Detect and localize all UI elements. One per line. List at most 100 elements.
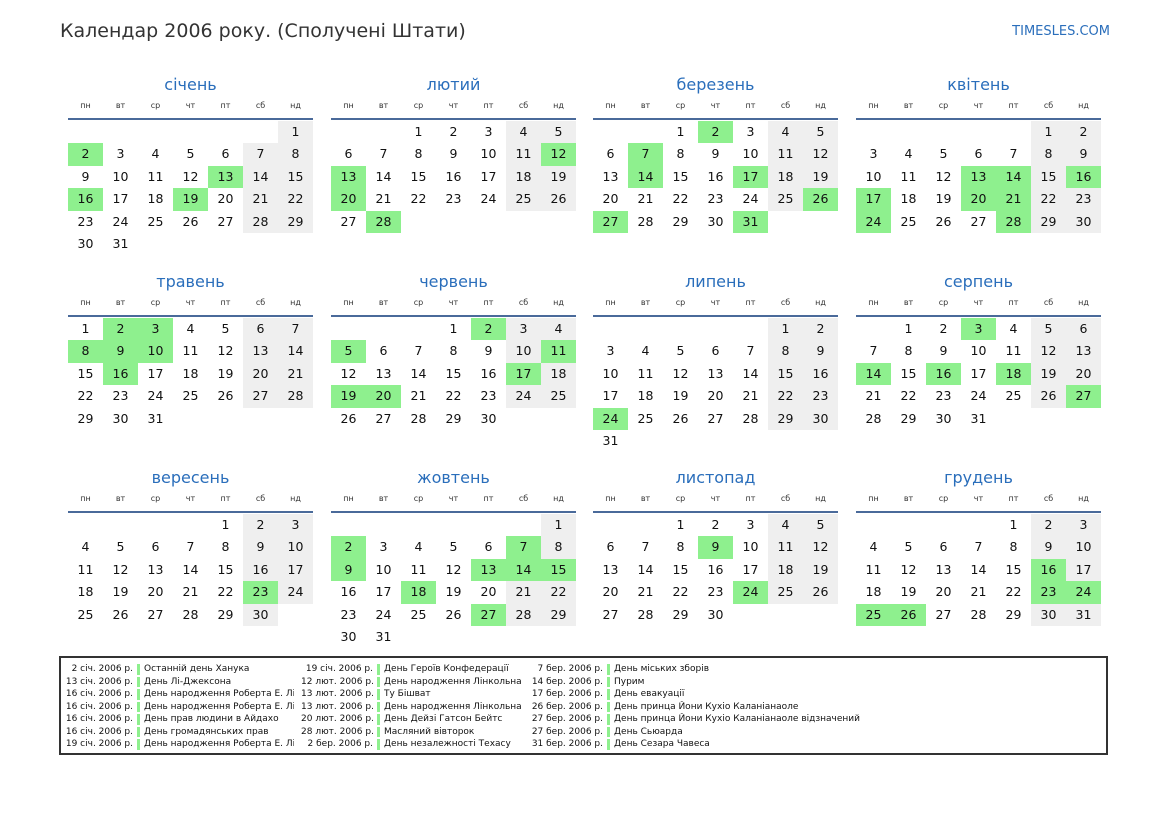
day-cell: 11 <box>768 536 803 559</box>
day-cell: 29 <box>541 603 576 626</box>
day-cell: 13 <box>961 165 996 189</box>
day-cell: 17 <box>602 388 619 404</box>
day-cell: 1 <box>676 124 685 139</box>
legend-row: 19 січ. 2006 р. День Героїв Конфедерації <box>301 663 534 676</box>
weekday-label: пн <box>80 101 91 110</box>
day-cell: 16 <box>445 168 462 184</box>
weekday-label: вт <box>115 101 126 110</box>
day-cell <box>471 211 506 233</box>
day-cell: 21 <box>278 362 313 386</box>
day-cell: 18 <box>637 388 654 404</box>
day-cell: 2 <box>471 318 506 341</box>
day-cell: 17 <box>375 584 392 600</box>
day-cell <box>961 514 996 536</box>
weekday-label: ср <box>675 494 686 503</box>
day-cell <box>278 233 313 255</box>
day-cell: 27 <box>217 213 234 229</box>
weekday-label: нд <box>1078 298 1089 307</box>
day-cell <box>733 430 768 452</box>
day-cell <box>471 626 506 648</box>
day-cell: 20 <box>147 584 164 600</box>
day-cell: 23 <box>340 606 357 622</box>
day-cell <box>733 604 768 626</box>
weekday-label: пт <box>483 101 494 110</box>
weekday-label: пн <box>868 298 879 307</box>
month-name: липень <box>685 272 746 291</box>
day-cell: 25 <box>506 188 541 211</box>
day-cell: 9 <box>243 536 278 559</box>
day-cell: 21 <box>637 191 654 207</box>
day-cell: 26 <box>803 581 838 604</box>
day-cell: 29 <box>900 410 917 426</box>
legend-holiday-name: День народження Роберта Е. Лі <box>144 689 294 699</box>
day-cell: 1 <box>221 517 230 532</box>
legend-holiday-name: День народження Роберта Е. Лі <box>144 701 294 712</box>
day-cell <box>733 318 768 340</box>
day-cell: 9 <box>803 340 838 363</box>
day-cell <box>856 318 891 340</box>
legend-holiday-name: День принца Йони Кухіо Каланіанаоле <box>614 701 799 712</box>
day-cell: 30 <box>340 628 357 644</box>
day-cell: 18 <box>900 191 917 207</box>
day-cell: 14 <box>628 165 663 189</box>
week-row: 27 28 29 30 31 <box>593 210 838 233</box>
day-cell: 19 <box>112 584 129 600</box>
day-cell: 27 <box>707 410 724 426</box>
day-cell: 23 <box>112 388 129 404</box>
week-row: 16 17 18 19 20 21 22 <box>331 581 576 604</box>
day-cell: 11 <box>147 168 164 184</box>
day-cell: 23 <box>935 388 952 404</box>
day-cell: 30 <box>243 603 278 626</box>
weekday-label: сб <box>518 494 529 503</box>
day-cell: 8 <box>278 143 313 166</box>
day-cell: 6 <box>344 146 353 162</box>
day-cell: 13 <box>707 365 724 381</box>
day-cell: 10 <box>602 365 619 381</box>
legend-holiday-name: Пурим <box>614 676 645 687</box>
day-cell: 26 <box>935 213 952 229</box>
day-cell <box>541 408 576 430</box>
site-link[interactable]: TIMESLES.COM <box>1012 24 1110 39</box>
day-cell: 21 <box>742 388 759 404</box>
day-cell: 26 <box>182 213 199 229</box>
day-cell: 9 <box>698 536 733 559</box>
day-cell: 23 <box>480 388 497 404</box>
day-cell: 12 <box>541 143 576 166</box>
day-cell: 20 <box>1066 362 1101 386</box>
legend-row: 20 лют. 2006 р. День Дейзі Гатсон Бейтс <box>301 713 534 726</box>
day-cell <box>698 430 733 452</box>
weekday-label: вт <box>640 101 651 110</box>
day-cell: 30 <box>707 606 724 622</box>
week-row: 1 <box>68 121 313 144</box>
day-cell: 19 <box>935 191 952 207</box>
day-cell: 16 <box>243 558 278 582</box>
months-grid: січень пн вт ср чт пт сб нд 1 2 3 4 5 6 7 8 9 10 11 12 13 14 1… <box>68 75 1101 648</box>
weekday-header: пн вт ср чт пт сб нд <box>593 297 838 315</box>
weekday-label: чт <box>710 298 721 307</box>
legend-date: 13 січ. 2006 р. <box>65 676 133 687</box>
weekday-label: ср <box>675 101 686 110</box>
day-cell: 21 <box>182 584 199 600</box>
day-cell <box>506 211 541 233</box>
day-cell: 23 <box>1066 188 1101 211</box>
day-cell <box>628 514 663 536</box>
week-row: 19 20 21 22 23 24 25 <box>331 385 576 408</box>
day-cell: 20 <box>366 385 401 408</box>
day-cell: 5 <box>676 343 685 359</box>
legend-row: 27 бер. 2006 р. День Сьюарда <box>531 726 994 739</box>
day-cell: 27 <box>1066 385 1101 408</box>
day-cell: 12 <box>182 168 199 184</box>
holiday-marker <box>137 689 140 700</box>
day-cell <box>103 121 138 143</box>
day-cell: 28 <box>243 210 278 233</box>
day-cell: 16 <box>926 362 961 386</box>
day-cell: 25 <box>410 606 427 622</box>
day-cell: 25 <box>768 581 803 604</box>
day-cell: 25 <box>182 388 199 404</box>
day-cell: 30 <box>803 407 838 430</box>
header-divider <box>856 511 1101 513</box>
day-cell: 10 <box>742 146 759 162</box>
week-row: 6 7 8 9 10 11 12 <box>331 143 576 166</box>
day-cell <box>138 121 173 143</box>
